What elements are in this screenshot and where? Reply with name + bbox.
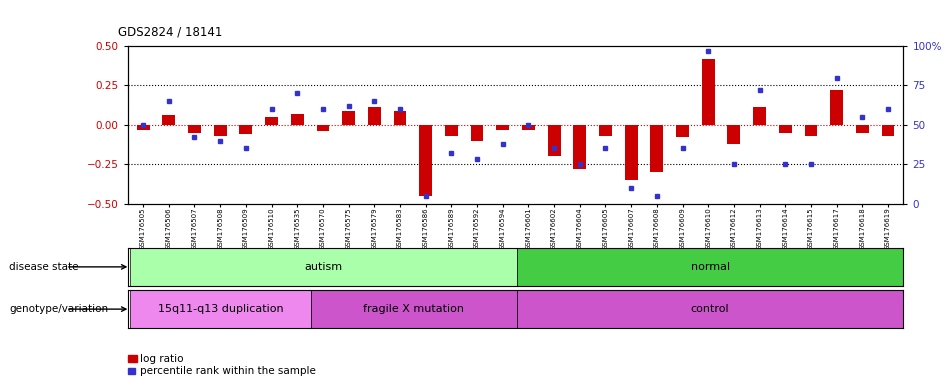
Bar bbox=[445, 125, 458, 136]
Bar bbox=[131, 290, 310, 328]
Bar bbox=[394, 111, 407, 125]
Bar bbox=[882, 125, 894, 136]
Bar bbox=[727, 125, 741, 144]
Bar bbox=[419, 125, 432, 196]
Text: fragile X mutation: fragile X mutation bbox=[363, 304, 464, 314]
Bar bbox=[779, 125, 792, 133]
Text: log ratio: log ratio bbox=[140, 354, 184, 364]
Bar bbox=[522, 125, 534, 129]
Bar bbox=[517, 248, 903, 286]
Bar bbox=[188, 125, 201, 133]
Bar bbox=[624, 125, 638, 180]
Bar bbox=[651, 125, 663, 172]
Text: normal: normal bbox=[691, 262, 729, 272]
Bar bbox=[676, 125, 689, 137]
Bar bbox=[342, 111, 355, 125]
Bar bbox=[804, 125, 817, 136]
Bar bbox=[497, 125, 509, 129]
Bar bbox=[265, 117, 278, 125]
Bar bbox=[573, 125, 587, 169]
Text: GDS2824 / 18141: GDS2824 / 18141 bbox=[118, 25, 222, 38]
Bar bbox=[548, 125, 561, 156]
Bar bbox=[239, 125, 253, 134]
Bar bbox=[310, 290, 517, 328]
Text: autism: autism bbox=[305, 262, 342, 272]
Bar bbox=[856, 125, 868, 133]
Text: 15q11-q13 duplication: 15q11-q13 duplication bbox=[158, 304, 283, 314]
Bar bbox=[214, 125, 227, 136]
Bar bbox=[599, 125, 612, 136]
Text: disease state: disease state bbox=[9, 262, 79, 272]
Bar bbox=[163, 115, 175, 125]
Bar bbox=[317, 125, 329, 131]
Bar bbox=[831, 90, 843, 125]
Bar bbox=[702, 59, 714, 125]
Bar bbox=[470, 125, 483, 141]
Text: genotype/variation: genotype/variation bbox=[9, 304, 109, 314]
Text: control: control bbox=[691, 304, 729, 314]
Bar bbox=[290, 114, 304, 125]
Bar bbox=[137, 125, 149, 129]
Text: percentile rank within the sample: percentile rank within the sample bbox=[140, 366, 316, 376]
Bar bbox=[517, 290, 903, 328]
Bar bbox=[131, 248, 517, 286]
Bar bbox=[368, 108, 380, 125]
Bar bbox=[753, 108, 766, 125]
